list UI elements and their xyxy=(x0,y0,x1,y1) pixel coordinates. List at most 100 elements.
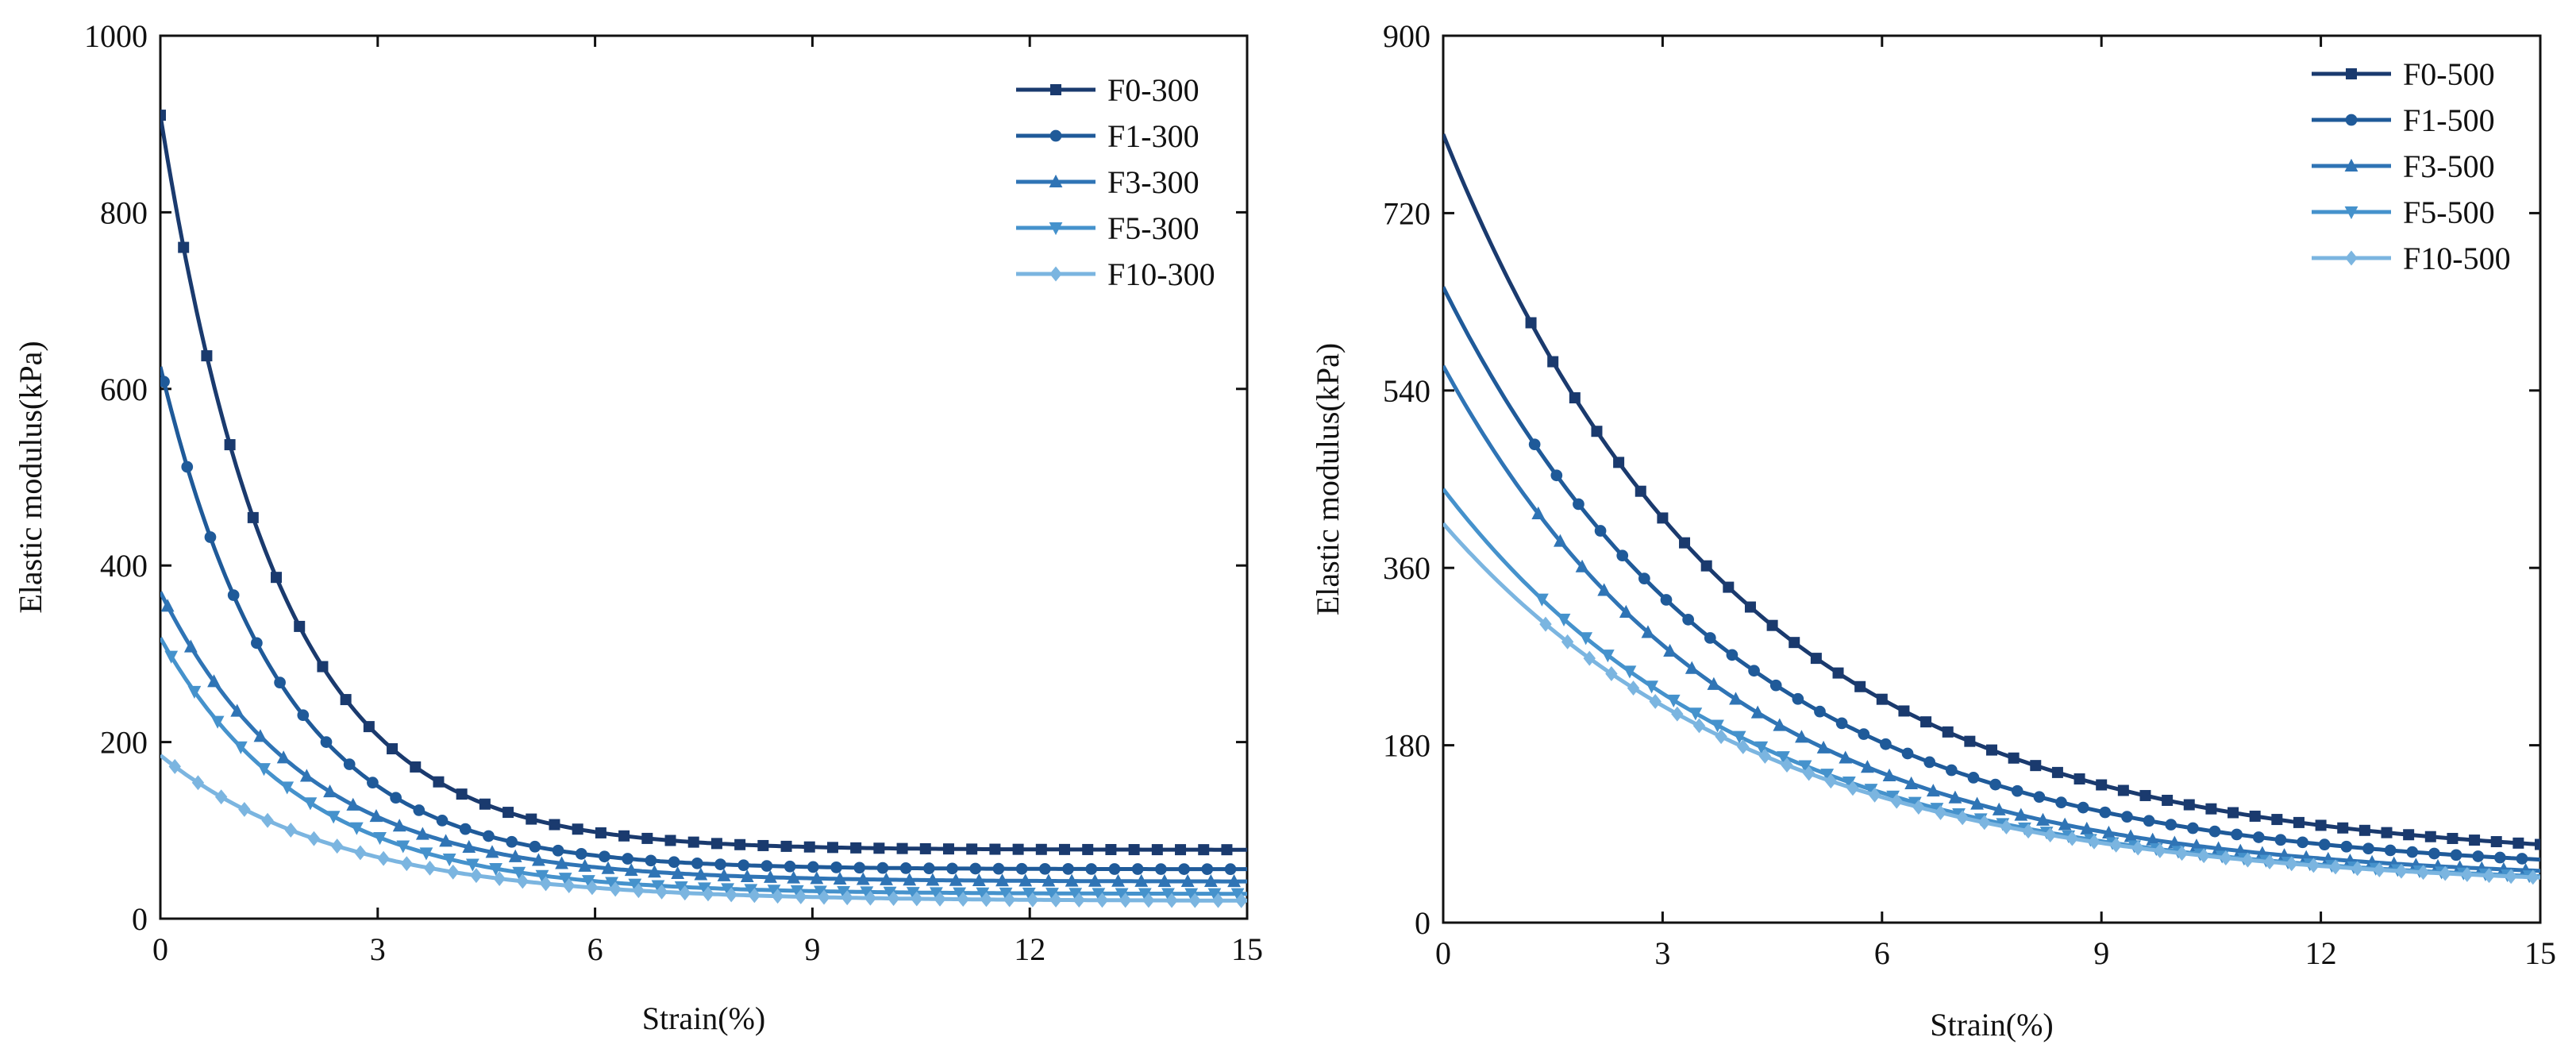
series-marker-F0-300 xyxy=(1012,843,1024,855)
series-marker-F5-500 xyxy=(1754,741,1769,754)
series-marker-F10-500 xyxy=(2131,840,2144,856)
series-marker-F10-300 xyxy=(1234,892,1247,908)
series-marker-F1-300 xyxy=(297,709,310,722)
series-marker-F10-500 xyxy=(2022,823,2035,839)
series-marker-F3-300 xyxy=(1134,873,1149,887)
series-marker-F3-300 xyxy=(648,865,661,878)
series-marker-F0-300 xyxy=(919,842,931,854)
series-marker-F0-500 xyxy=(1569,392,1581,404)
series-marker-F5-300 xyxy=(326,811,341,824)
series-marker-F10-300 xyxy=(795,888,807,904)
series-marker-F1-500 xyxy=(1748,665,1760,677)
series-marker-F0-300 xyxy=(734,838,746,850)
series-marker-F5-300 xyxy=(651,880,665,893)
series-marker-F10-300 xyxy=(702,886,714,902)
series-marker-F1-500 xyxy=(1594,525,1607,537)
legend-marker-F1-500 xyxy=(2345,114,2358,126)
series-marker-F3-300 xyxy=(601,861,615,874)
series-marker-F1-300 xyxy=(969,862,982,875)
series-marker-F0-500 xyxy=(1898,705,1910,717)
series-marker-F10-300 xyxy=(261,812,274,828)
series-marker-F5-300 xyxy=(1138,888,1152,901)
x-tick-label: 9 xyxy=(804,931,820,967)
series-marker-F10-500 xyxy=(2373,862,2386,878)
series-marker-F10-300 xyxy=(1142,892,1155,908)
plot-area xyxy=(1443,133,2540,885)
series-marker-F0-300 xyxy=(989,843,1001,855)
plot-frame xyxy=(159,34,1249,920)
series-marker-F1-500 xyxy=(1989,778,2001,791)
series-marker-F0-500 xyxy=(2183,799,2195,811)
series-marker-F10-500 xyxy=(1978,815,1991,831)
series-marker-F5-300 xyxy=(558,873,572,886)
series-marker-F0-500 xyxy=(1854,680,1866,692)
series-marker-F5-300 xyxy=(698,882,711,896)
series-marker-F1-300 xyxy=(1131,863,1144,875)
x-tick-label: 0 xyxy=(152,931,168,967)
series-marker-F3-500 xyxy=(1729,692,1742,705)
series-marker-F5-300 xyxy=(465,858,479,872)
series-marker-F10-500 xyxy=(2088,834,2100,850)
series-marker-F5-300 xyxy=(1230,888,1245,901)
series-marker-F10-300 xyxy=(841,890,853,906)
series-marker-F10-500 xyxy=(2263,854,2276,870)
series-marker-F10-500 xyxy=(2044,827,2057,843)
series-marker-F1-500 xyxy=(2274,834,2287,846)
y-tick-label: 0 xyxy=(1415,905,1430,941)
series-marker-F1-300 xyxy=(181,461,194,473)
series-marker-F5-300 xyxy=(187,685,202,700)
series-marker-F5-500 xyxy=(1864,784,1878,797)
series-marker-F5-500 xyxy=(1711,719,1724,733)
legend-label-F10-300: F10-300 xyxy=(1107,256,1215,292)
series-marker-F0-300 xyxy=(757,839,769,851)
series-marker-F1-500 xyxy=(1945,764,1958,777)
series-marker-F5-300 xyxy=(976,887,990,900)
series-marker-F0-300 xyxy=(1082,843,1094,855)
series-marker-F10-500 xyxy=(1539,616,1552,632)
series-marker-F5-300 xyxy=(1045,888,1059,901)
series-marker-F3-500 xyxy=(1685,661,1699,674)
series-marker-F3-300 xyxy=(1203,873,1218,888)
series-marker-F1-300 xyxy=(599,850,610,863)
series-marker-F1-300 xyxy=(807,861,819,873)
series-marker-F1-300 xyxy=(622,853,634,865)
legend-marker-F3-500 xyxy=(2344,158,2358,172)
series-marker-F10-500 xyxy=(2351,861,2364,877)
series-marker-F1-500 xyxy=(1769,679,1782,692)
series-marker-F0-300 xyxy=(178,241,190,253)
series-marker-F10-300 xyxy=(957,892,969,908)
x-axis-title: Strain(%) xyxy=(1930,1007,2054,1043)
series-marker-F10-500 xyxy=(2416,865,2430,881)
series-marker-F10-500 xyxy=(1715,729,1727,745)
series-marker-F10-500 xyxy=(1758,748,1772,764)
series-marker-F3-300 xyxy=(880,872,893,885)
series-marker-F10-500 xyxy=(2395,863,2408,879)
series-marker-F10-500 xyxy=(1846,781,1859,796)
series-marker-F0-500 xyxy=(2535,838,2540,850)
series-marker-F0-500 xyxy=(2337,822,2349,834)
series-marker-F10-300 xyxy=(400,856,414,872)
series-marker-F10-500 xyxy=(1912,800,1925,815)
series-marker-F1-300 xyxy=(274,676,286,688)
series-marker-F5-500 xyxy=(1820,769,1835,782)
series-marker-F0-500 xyxy=(1635,485,1646,497)
series-marker-F3-300 xyxy=(1065,873,1079,887)
series-marker-F5-300 xyxy=(1115,888,1129,901)
series-marker-F1-500 xyxy=(2187,822,2199,835)
series-marker-F5-300 xyxy=(164,650,179,664)
series-marker-F10-300 xyxy=(1049,892,1062,908)
series-marker-F3-300 xyxy=(532,853,545,866)
series-marker-F3-500 xyxy=(1750,705,1765,719)
series-marker-F5-500 xyxy=(1842,776,1856,790)
series-marker-F3-300 xyxy=(555,856,569,869)
series-marker-F10-300 xyxy=(679,885,691,901)
series-marker-F0-300 xyxy=(873,842,885,854)
series-marker-F0-300 xyxy=(433,776,445,788)
series-marker-F5-500 xyxy=(1557,613,1571,626)
y-tick-label: 900 xyxy=(1383,18,1430,54)
series-marker-F0-500 xyxy=(2403,829,2415,841)
series-marker-F1-500 xyxy=(2384,844,2397,857)
series-marker-F10-300 xyxy=(864,890,877,906)
y-tick-label: 540 xyxy=(1383,373,1430,409)
